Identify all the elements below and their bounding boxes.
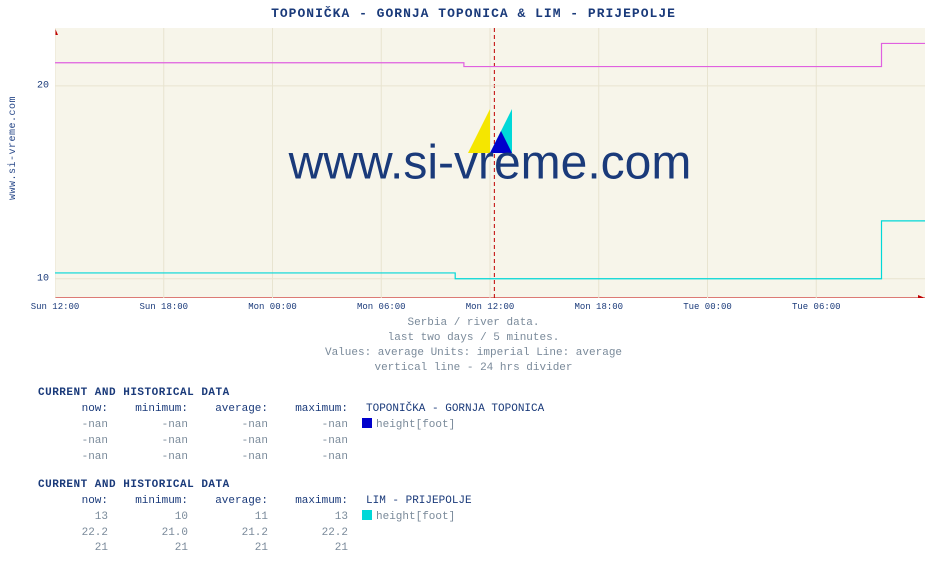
table-cell: 21.0 xyxy=(108,526,188,542)
table-cell: -nan xyxy=(38,418,108,434)
data-table: CURRENT AND HISTORICAL DATAnow:minimum:a… xyxy=(38,478,544,558)
column-header: maximum: xyxy=(268,402,348,418)
x-tick: Tue 06:00 xyxy=(792,302,841,312)
x-tick: Mon 18:00 xyxy=(574,302,623,312)
x-tick: Sun 18:00 xyxy=(139,302,188,312)
y-tick: 10 xyxy=(37,273,49,284)
legend-swatch xyxy=(362,418,372,428)
column-header: minimum: xyxy=(108,494,188,510)
table-cell: 22.2 xyxy=(38,526,108,542)
table-row: 13101113height[foot] xyxy=(38,510,544,526)
data-table: CURRENT AND HISTORICAL DATAnow:minimum:a… xyxy=(38,386,544,466)
column-header: now: xyxy=(38,402,108,418)
table-cell: 10 xyxy=(108,510,188,526)
table-header: CURRENT AND HISTORICAL DATA xyxy=(38,478,544,494)
table-cell: 13 xyxy=(38,510,108,526)
legend-swatch xyxy=(362,510,372,520)
legend-text: height[foot] xyxy=(376,511,455,523)
table-cell: -nan xyxy=(268,418,348,434)
table-row: 22.221.021.222.2 xyxy=(38,526,544,542)
table-cell: -nan xyxy=(268,450,348,466)
table-row: -nan-nan-nan-nan xyxy=(38,450,544,466)
x-tick: Mon 06:00 xyxy=(357,302,406,312)
table-cell: -nan xyxy=(108,450,188,466)
x-tick: Mon 00:00 xyxy=(248,302,297,312)
table-row: -nan-nan-nan-nanheight[foot] xyxy=(38,418,544,434)
caption-line: vertical line - 24 hrs divider xyxy=(0,361,947,376)
chart-svg xyxy=(55,28,925,298)
table-cell: 21 xyxy=(38,541,108,557)
chart-title: TOPONIČKA - GORNJA TOPONICA & LIM - PRIJ… xyxy=(0,6,947,21)
table-cell: 21 xyxy=(108,541,188,557)
chart-plot: www.si-vreme.com xyxy=(55,28,925,298)
table-cell: -nan xyxy=(188,450,268,466)
series-label: LIM - PRIJEPOLJE xyxy=(366,494,472,510)
table-cell: 21 xyxy=(188,541,268,557)
watermark-logo xyxy=(468,109,512,153)
caption-line: Serbia / river data. xyxy=(0,316,947,331)
table-header: CURRENT AND HISTORICAL DATA xyxy=(38,386,544,402)
source-url-sidebar: www.si-vreme.com xyxy=(8,96,19,200)
table-cell: -nan xyxy=(108,418,188,434)
y-tick: 20 xyxy=(37,80,49,91)
table-cell: -nan xyxy=(108,434,188,450)
data-tables: CURRENT AND HISTORICAL DATAnow:minimum:a… xyxy=(38,386,544,557)
table-cell: -nan xyxy=(38,434,108,450)
legend-text: height[foot] xyxy=(376,419,455,431)
table-row: 21212121 xyxy=(38,541,544,557)
table-cell: -nan xyxy=(188,418,268,434)
table-cell: 21.2 xyxy=(188,526,268,542)
table-row: -nan-nan-nan-nan xyxy=(38,434,544,450)
column-header: minimum: xyxy=(108,402,188,418)
caption-line: last two days / 5 minutes. xyxy=(0,331,947,346)
table-cell: 22.2 xyxy=(268,526,348,542)
table-cell: 11 xyxy=(188,510,268,526)
table-columns: now:minimum:average:maximum: TOPONIČKA - … xyxy=(38,402,544,418)
column-header: maximum: xyxy=(268,494,348,510)
table-cell: 13 xyxy=(268,510,348,526)
x-tick: Sun 12:00 xyxy=(31,302,80,312)
series-label: TOPONIČKA - GORNJA TOPONICA xyxy=(366,402,544,418)
column-header: now: xyxy=(38,494,108,510)
caption-line: Values: average Units: imperial Line: av… xyxy=(0,346,947,361)
table-cell: 21 xyxy=(268,541,348,557)
table-cell: -nan xyxy=(38,450,108,466)
column-header: average: xyxy=(188,402,268,418)
x-tick: Mon 12:00 xyxy=(466,302,515,312)
chart-caption: Serbia / river data. last two days / 5 m… xyxy=(0,316,947,375)
chart-area: www.si-vreme.com 1020 Sun 12:00Sun 18:00… xyxy=(55,28,925,298)
column-header: average: xyxy=(188,494,268,510)
table-cell: -nan xyxy=(268,434,348,450)
table-columns: now:minimum:average:maximum: LIM - PRIJEP… xyxy=(38,494,544,510)
table-cell: -nan xyxy=(188,434,268,450)
x-tick: Tue 00:00 xyxy=(683,302,732,312)
